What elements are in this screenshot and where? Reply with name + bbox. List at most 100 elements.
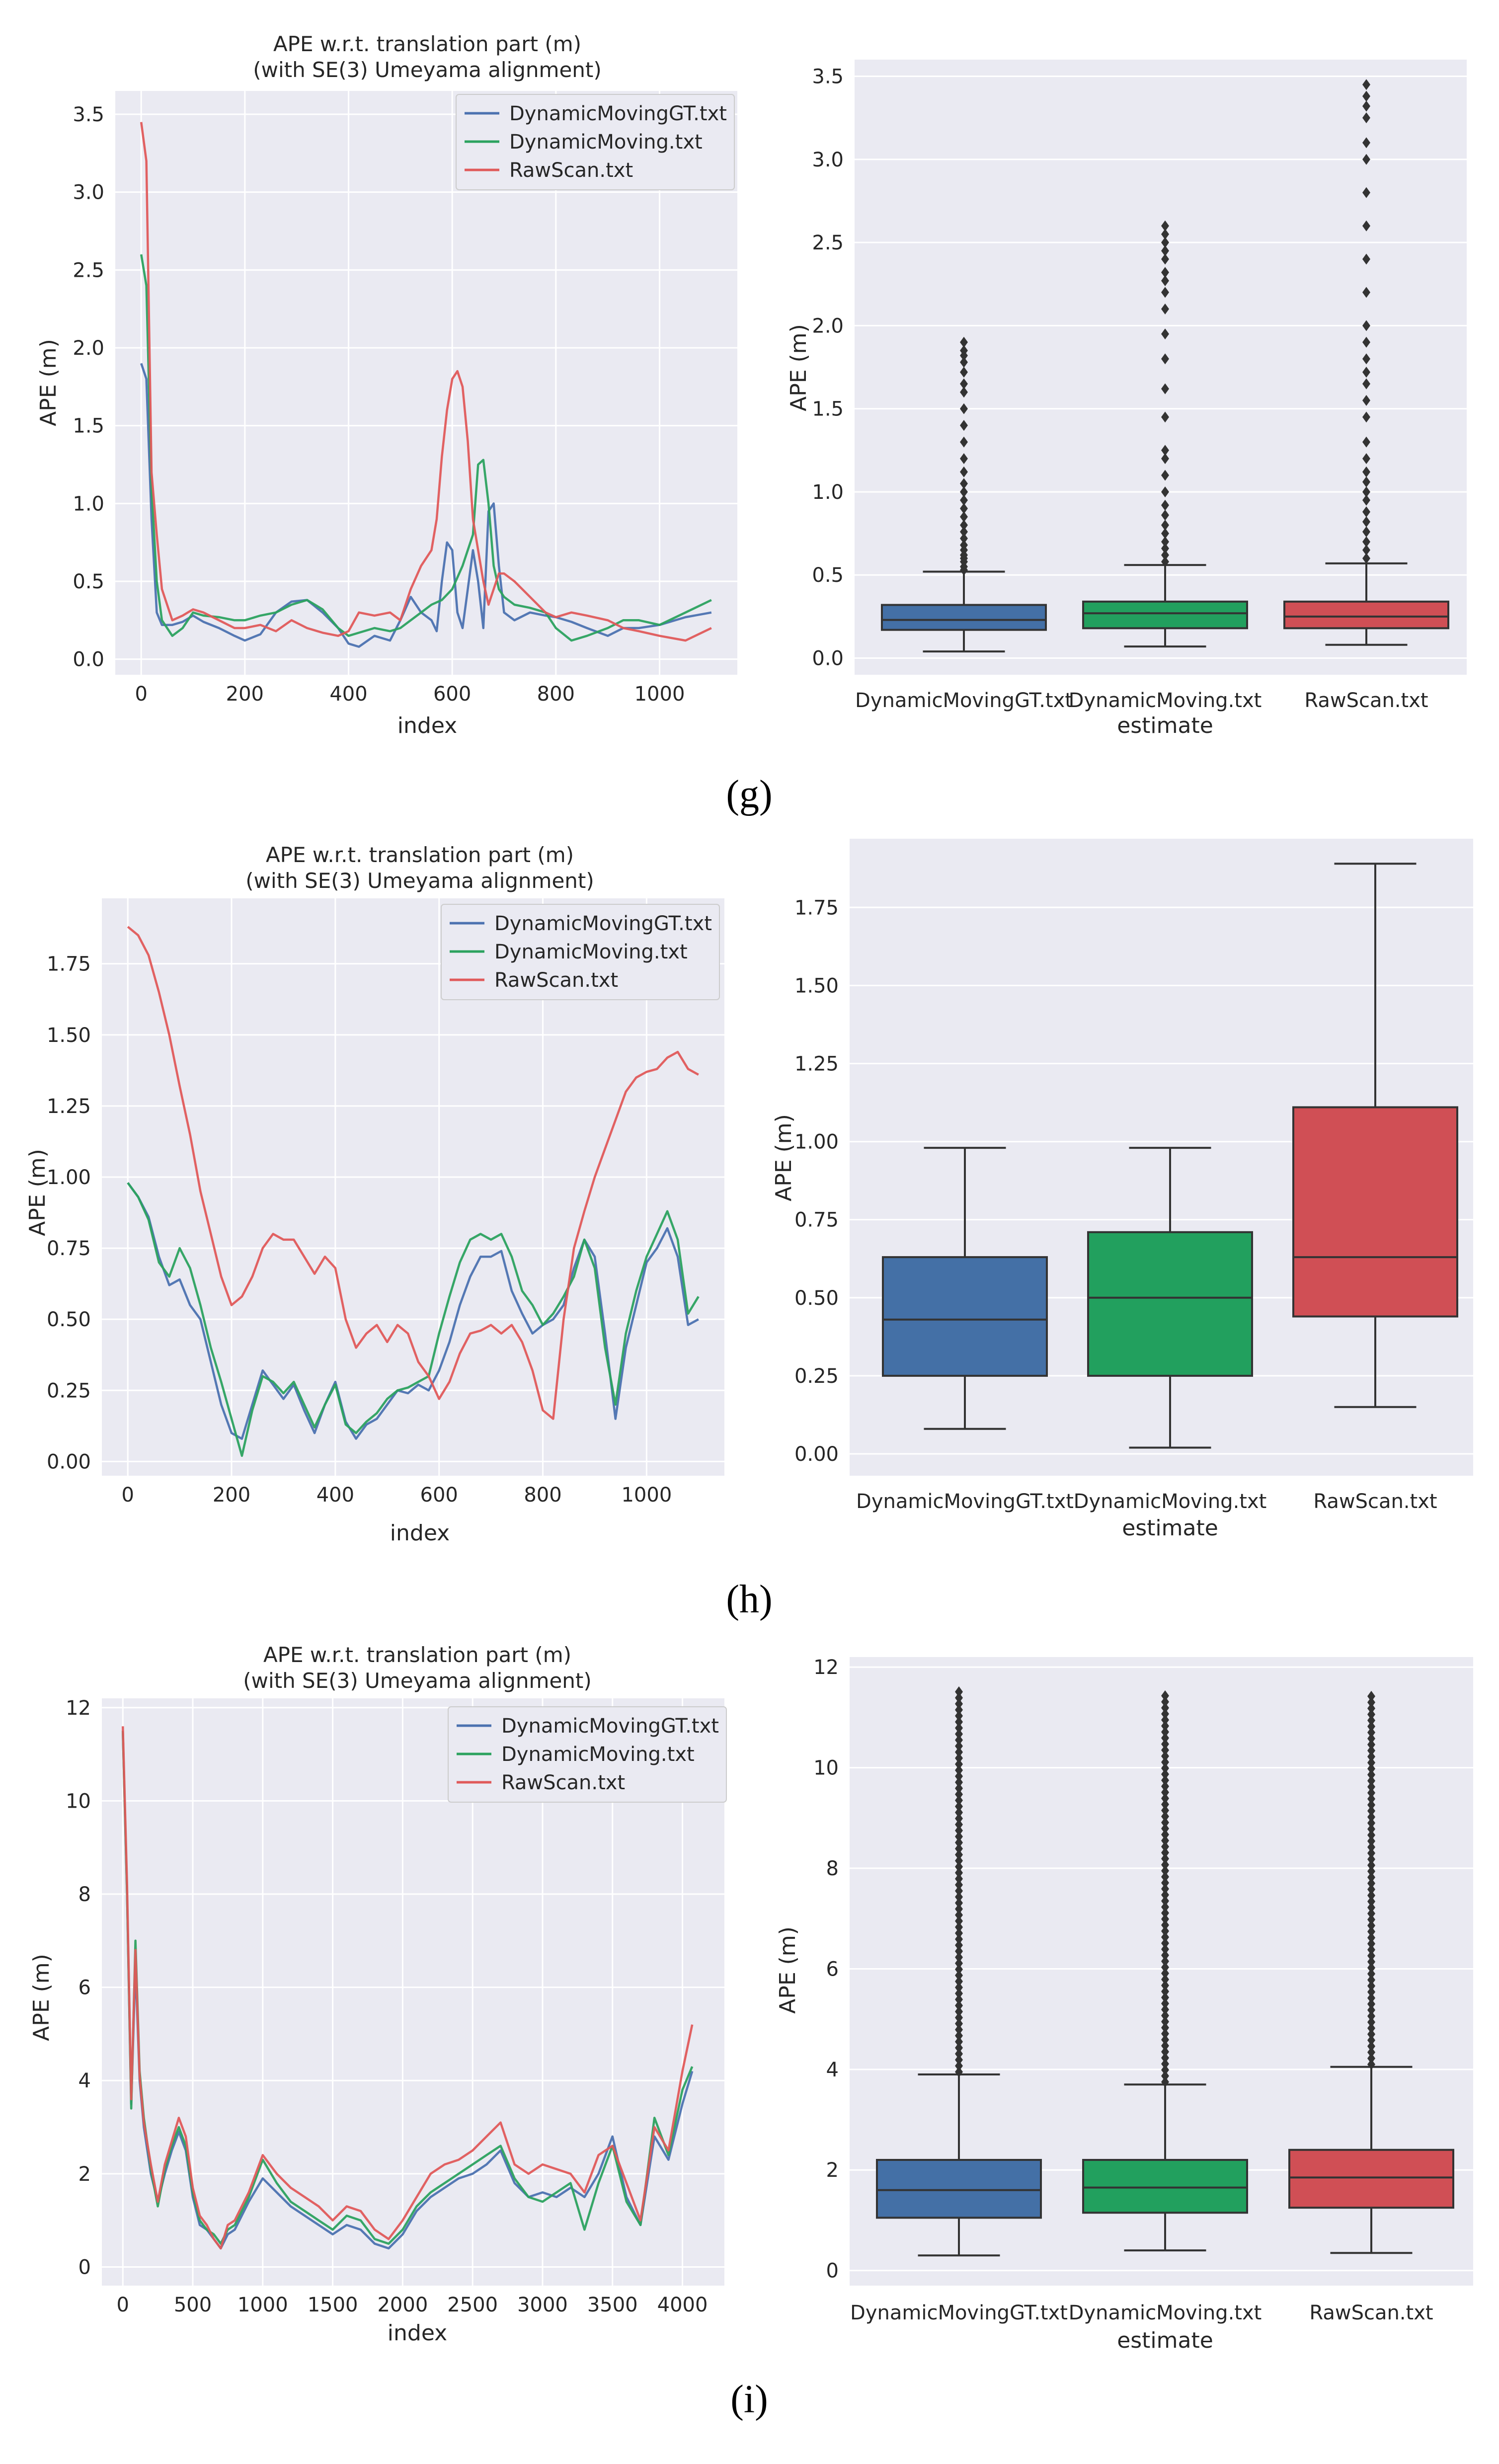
y-tick-label: 1.50 (794, 974, 839, 997)
box-chart-h-category-1: DynamicMovingGT.txt (856, 1490, 1074, 1513)
outlier-marker (955, 1837, 963, 1848)
outlier-marker (955, 2060, 963, 2071)
outlier-marker (1161, 528, 1169, 539)
y-tick-label: 0.00 (47, 1450, 91, 1473)
outlier-marker (1362, 100, 1370, 112)
box-box_gt (881, 336, 1047, 653)
outlier-marker (1362, 253, 1370, 265)
outlier-marker (1161, 1702, 1169, 1714)
outlier-marker (955, 1795, 963, 1806)
series-line-raw (127, 926, 699, 1420)
outlier-marker (955, 2042, 963, 2054)
y-tick-label: 1.50 (47, 1024, 91, 1047)
box-chart-i: 0 2 4 6 8 10 12 (813, 1656, 1473, 2286)
outlier-marker (955, 1716, 963, 1728)
outlier-marker (955, 1789, 963, 1800)
outlier-marker (1161, 303, 1169, 315)
outlier-marker (955, 1885, 963, 1897)
outlier-marker (1161, 1853, 1169, 1864)
outlier-marker (960, 533, 968, 544)
y-tick-label: 0 (79, 2256, 91, 2279)
line-chart-i-title: APE w.r.t. translation part (m) (263, 1643, 571, 1667)
y-tick-label: 1.25 (47, 1095, 91, 1118)
outlier-marker (1367, 2010, 1375, 2022)
outlier-marker (1161, 1745, 1169, 1756)
outlier-marker (1161, 2010, 1169, 2021)
outlier-marker (1367, 2029, 1375, 2040)
outlier-marker (955, 2030, 963, 2042)
outlier-marker (1367, 1745, 1375, 1756)
outlier-marker (1362, 220, 1370, 232)
line-chart-g-title: APE w.r.t. translation part (m) (273, 32, 581, 56)
outlier-marker (1367, 2053, 1375, 2064)
line-chart-h-xlabel: index (390, 1520, 450, 1546)
outlier-marker (1367, 1938, 1375, 1949)
y-tick-label: 0.75 (794, 1209, 839, 1232)
x-tick-label: 1000 (621, 1484, 672, 1507)
y-tick-label: 0.5 (812, 564, 844, 587)
outlier-marker (1367, 1835, 1375, 1847)
y-tick-label: 2 (826, 2159, 839, 2182)
x-tick-label: 1500 (308, 2294, 358, 2316)
outlier-marker (955, 2036, 963, 2048)
series-line-gt (121, 1731, 694, 2250)
outlier-marker (955, 1704, 963, 1716)
outlier-marker (1161, 2046, 1169, 2058)
outlier-marker (1362, 553, 1370, 564)
y-tick-label: 1.00 (794, 1131, 839, 1154)
x-tick-label: 0 (135, 683, 147, 706)
outlier-marker (955, 1764, 963, 1776)
outlier-marker (955, 1988, 963, 1999)
legend-label-raw: RawScan.txt (494, 969, 618, 992)
outlier-marker (1367, 1781, 1375, 1793)
outlier-marker (955, 1964, 963, 1975)
outlier-marker (1362, 353, 1370, 365)
outlier-marker (955, 1686, 963, 1697)
outlier-marker (955, 1831, 963, 1842)
outlier-marker (955, 2048, 963, 2060)
outlier-marker (1367, 1799, 1375, 1811)
x-tick-label: 400 (316, 1484, 354, 1507)
outlier-marker (955, 1801, 963, 1812)
outlier-marker (1367, 1859, 1375, 1871)
outlier-marker (1362, 287, 1370, 298)
outlier-marker (1161, 383, 1169, 395)
outlier-marker (955, 2006, 963, 2017)
outlier-marker (1161, 445, 1169, 456)
outlier-marker (1362, 336, 1370, 348)
outlier-marker (1367, 1775, 1375, 1786)
x-tick-label: 3500 (587, 2294, 638, 2316)
outlier-marker (1367, 2035, 1375, 2046)
x-tick-label: 1000 (237, 2294, 288, 2316)
outlier-marker (955, 1994, 963, 2005)
outlier-marker (1367, 1920, 1375, 1931)
outlier-marker (1161, 229, 1169, 240)
outlier-marker (1367, 1853, 1375, 1865)
outlier-marker (1161, 275, 1169, 287)
outlier-marker (1161, 1811, 1169, 1822)
legend-frame (448, 1706, 727, 1803)
box-chart-h: 0.00 0.25 0.50 0.75 1.00 1.25 1.50 1.75 (794, 839, 1473, 1476)
iqr-box (1292, 1106, 1458, 1318)
box-chart-h-xlabel: estimate (1122, 1515, 1218, 1541)
line-chart-h-title: APE w.r.t. translation part (m) (266, 843, 574, 867)
outlier-marker (1161, 486, 1169, 497)
outlier-marker (955, 1849, 963, 1860)
y-tick-label: 2.0 (73, 337, 104, 360)
outlier-marker (1161, 1708, 1169, 1720)
outlier-marker (1362, 367, 1370, 378)
outlier-marker (955, 1861, 963, 1873)
outlier-marker (1367, 2022, 1375, 2034)
outlier-marker (960, 486, 968, 497)
outlier-marker (960, 378, 968, 390)
outlier-marker (1161, 353, 1169, 365)
outlier-marker (955, 1819, 963, 1830)
box-chart-h-ylabel: APE (m) (771, 1114, 796, 1201)
outlier-marker (1161, 1726, 1169, 1738)
y-tick-label: 12 (66, 1697, 91, 1720)
outlier-marker (1161, 499, 1169, 511)
outlier-marker (960, 403, 968, 414)
box-box_raw (1283, 79, 1449, 646)
line-chart-i-legend: DynamicMovingGT.txt DynamicMoving.txt Ra… (448, 1706, 727, 1803)
